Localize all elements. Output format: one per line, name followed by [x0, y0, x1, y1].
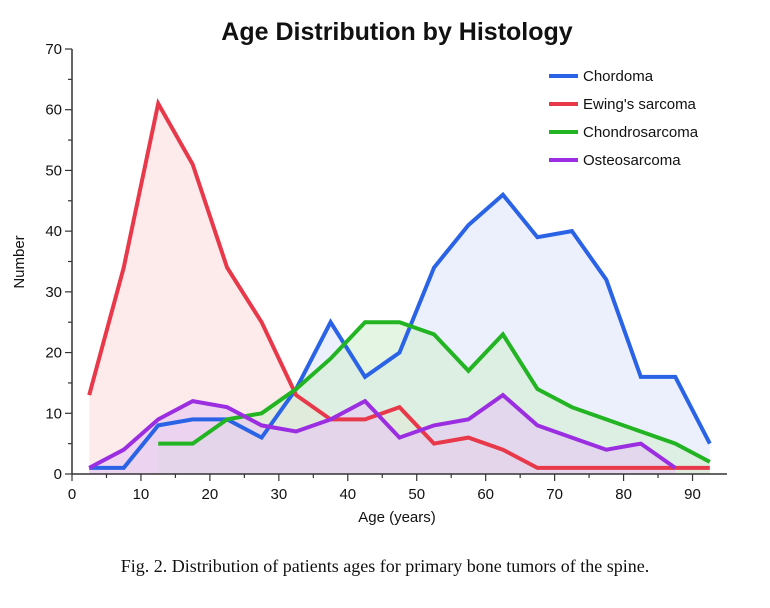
legend: Chordoma Ewing's sarcoma Chondrosarcoma Ost…	[549, 68, 699, 169]
chordoma-line	[89, 191, 712, 470]
y-tick-label: 30	[45, 284, 62, 301]
ewing-s-sarcoma-line	[87, 98, 710, 470]
x-axis-label: Age (years)	[358, 509, 436, 526]
y-tick-label: 40	[45, 223, 62, 240]
osteosarcoma-area	[89, 395, 676, 474]
chordoma-legend-label: Chordoma	[583, 68, 654, 85]
chondrosarcoma-legend-label: Chondrosarcoma	[583, 124, 699, 141]
y-tick-label: 60	[45, 102, 62, 119]
y-axis-label: Number	[11, 235, 28, 288]
osteosarcoma-legend-label: Osteosarcoma	[583, 152, 681, 169]
x-tick-label: 10	[133, 486, 150, 503]
x-tick-label: 90	[684, 486, 701, 503]
x-tick-label: 50	[408, 486, 425, 503]
chondrosarcoma-line	[158, 320, 711, 464]
osteosarcoma-line	[88, 392, 677, 470]
x-tick-label: 30	[270, 486, 287, 503]
x-tick-label: 0	[68, 486, 76, 503]
x-tick-label: 20	[202, 486, 219, 503]
y-tick-label: 20	[45, 345, 62, 362]
ewing-s-sarcoma-area	[89, 103, 710, 474]
series-lines	[87, 98, 712, 470]
y-tick-label: 50	[45, 162, 62, 179]
axes: 0 10 20 30 40 50 60 70 0 10 20 30 40 50 60 70 80 90	[45, 41, 727, 503]
x-tick-label: 60	[477, 486, 494, 503]
age-distribution-chart: Age Distribution by Histology 0 10 20 30 40 5…	[11, 18, 727, 526]
y-tick-label: 70	[45, 41, 62, 58]
chart-title: Age Distribution by Histology	[221, 18, 572, 46]
y-tick-label: 0	[54, 466, 62, 483]
x-tick-label: 40	[339, 486, 356, 503]
x-tick-label: 80	[615, 486, 632, 503]
ewing-s-sarcoma-legend-label: Ewing's sarcoma	[583, 96, 697, 113]
figure-caption: Fig. 2. Distribution of patients ages fo…	[120, 556, 650, 576]
x-tick-label: 70	[546, 486, 563, 503]
y-tick-label: 10	[45, 405, 62, 422]
